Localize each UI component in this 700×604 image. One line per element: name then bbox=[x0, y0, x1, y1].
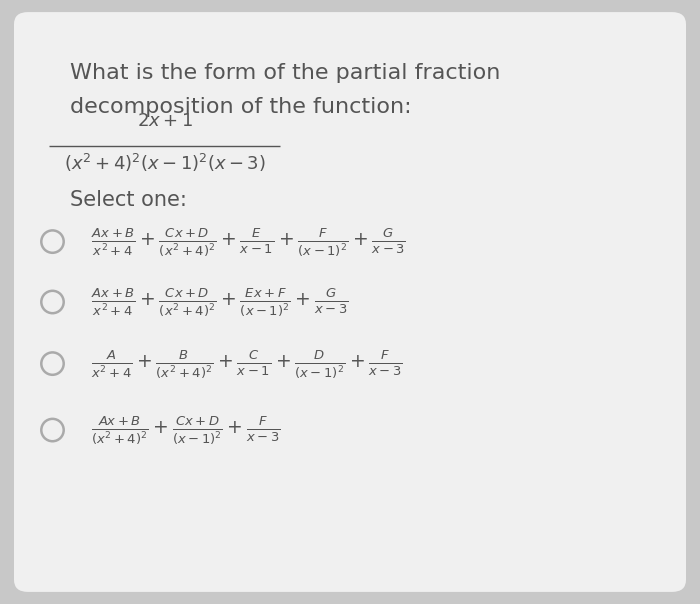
Text: What is the form of the partial fraction: What is the form of the partial fraction bbox=[70, 63, 500, 83]
FancyBboxPatch shape bbox=[14, 12, 686, 592]
Text: $\frac{Ax+B}{x^2+4} + \frac{Cx+D}{(x^2+4)^2} + \frac{Ex+F}{(x-1)^2} + \frac{G}{x: $\frac{Ax+B}{x^2+4} + \frac{Cx+D}{(x^2+4… bbox=[91, 286, 349, 318]
Text: $(x^2+4)^2(x-1)^2(x-3)$: $(x^2+4)^2(x-1)^2(x-3)$ bbox=[64, 152, 265, 175]
Text: Select one:: Select one: bbox=[70, 190, 187, 210]
Text: $\frac{Ax+B}{(x^2+4)^2} + \frac{Cx+D}{(x-1)^2} + \frac{F}{x-3}$: $\frac{Ax+B}{(x^2+4)^2} + \frac{Cx+D}{(x… bbox=[91, 414, 281, 446]
Text: $\frac{Ax+B}{x^2+4} + \frac{Cx+D}{(x^2+4)^2} + \frac{E}{x-1} + \frac{F}{(x-1)^2}: $\frac{Ax+B}{x^2+4} + \frac{Cx+D}{(x^2+4… bbox=[91, 226, 406, 257]
Text: decomposition of the function:: decomposition of the function: bbox=[70, 97, 412, 117]
Text: $\frac{A}{x^2+4} + \frac{B}{(x^2+4)^2} + \frac{C}{x-1} + \frac{D}{(x-1)^2} + \fr: $\frac{A}{x^2+4} + \frac{B}{(x^2+4)^2} +… bbox=[91, 348, 403, 379]
Text: $2x+1$: $2x+1$ bbox=[136, 112, 192, 130]
